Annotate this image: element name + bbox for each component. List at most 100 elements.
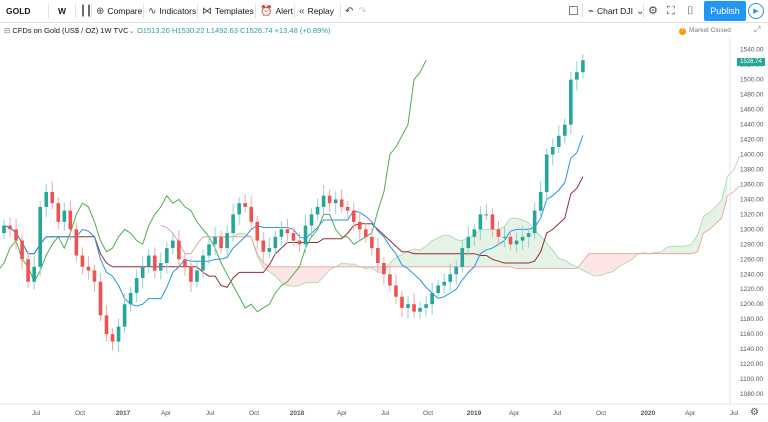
candle-body <box>80 255 85 267</box>
replay-button[interactable]: «Replay <box>299 0 334 22</box>
time-axis[interactable]: Jul Oct 2017 Apr Jul Oct 2018 Apr Jul Oct 2019 Apr J… <box>32 410 739 417</box>
time-tick-label: 2018 <box>290 410 305 417</box>
undo-icon: ↶ <box>345 6 354 17</box>
symbol-search[interactable]: GOLD <box>6 6 31 16</box>
candle-body <box>152 255 157 271</box>
candle-body <box>285 229 290 234</box>
candle-body <box>14 229 18 241</box>
candle-body <box>279 229 284 237</box>
market-status: ! Market Closed <box>679 25 731 37</box>
cloud-segment <box>450 235 457 267</box>
cloud-segment <box>323 266 330 278</box>
price-tick-label: 1440.00 <box>740 122 764 129</box>
cloud-segment <box>594 253 601 277</box>
alert-button[interactable]: ⏰ Alert <box>260 0 293 22</box>
gear-icon[interactable]: ⚙ <box>750 407 759 418</box>
replay-label: Replay <box>307 6 335 16</box>
candle-body <box>400 296 404 308</box>
cloud-segment <box>287 266 294 287</box>
cloud-segment <box>685 244 692 254</box>
candle-body <box>92 270 97 282</box>
toolbar-divider <box>643 4 644 18</box>
cloud-segment <box>679 246 686 254</box>
redo-button[interactable]: ↷ <box>358 0 369 22</box>
candle-body <box>478 214 483 230</box>
legend-title[interactable]: CFDs on Gold (US$ / OZ) <box>12 26 99 35</box>
candle-body <box>357 221 362 230</box>
price-tick-label: 1340.00 <box>740 196 764 203</box>
price-tick-label: 1500.00 <box>740 77 764 84</box>
toolbar-divider <box>255 4 256 18</box>
time-tick-label: Jul <box>32 410 41 417</box>
play-icon: ▶ <box>753 8 759 15</box>
candle-body <box>454 266 459 275</box>
settings-button[interactable]: ⚙ <box>648 0 661 22</box>
price-axis[interactable]: 1540.001520.001500.001480.001460.001440.… <box>740 47 764 398</box>
toolbar-divider <box>75 4 76 18</box>
fullscreen-button[interactable]: ⛶ <box>667 0 678 22</box>
cloud-segment <box>504 218 511 267</box>
chevron-down-icon[interactable]: ⌄ <box>128 26 135 35</box>
time-tick-label: Jul <box>381 410 390 417</box>
chart-name-button[interactable]: ⌁ Chart DJI ⌄ <box>588 0 647 22</box>
cloud-segment <box>558 258 565 269</box>
price-tick-label: 1100.00 <box>740 376 763 383</box>
indicators-button[interactable]: ∿ Indicators <box>148 0 196 22</box>
candle-body <box>110 334 115 342</box>
cloud-segment <box>269 266 276 277</box>
time-tick-label: Oct <box>75 410 85 417</box>
toolbar-divider <box>48 4 49 18</box>
templates-icon: ⋈ <box>202 6 212 17</box>
chevron-down-icon: ⌄ <box>635 6 645 17</box>
candle-body <box>86 266 91 271</box>
bar-style-button[interactable]: ┃┃ <box>80 0 95 22</box>
candle-body <box>231 214 235 234</box>
snapshot-button[interactable]: ⌷ <box>687 0 697 22</box>
candle-body <box>406 304 410 308</box>
candle-body <box>466 236 471 249</box>
ichimoku-cloud <box>160 176 728 287</box>
play-button[interactable]: ▶ <box>748 3 764 19</box>
time-tick-label: Oct <box>249 410 259 417</box>
price-tick-label: 1140.00 <box>740 346 763 353</box>
cloud-segment <box>721 176 728 219</box>
cloud-segment <box>420 246 427 267</box>
cloud-segment <box>311 266 318 283</box>
templates-button[interactable]: ⋈ Templates <box>202 0 254 22</box>
candle-body <box>116 326 121 342</box>
layout-button[interactable]: ☐ <box>568 0 582 22</box>
candle-body <box>249 206 254 222</box>
candle-body <box>484 214 489 216</box>
price-tick-label: 1220.00 <box>740 286 764 293</box>
cloud-segment <box>444 234 451 267</box>
cloud-segment <box>673 246 680 254</box>
time-tick-label: Oct <box>596 410 606 417</box>
candle-body <box>128 292 133 305</box>
cloud-segment <box>703 212 710 234</box>
fullscreen-icon: ⛶ <box>667 5 675 17</box>
interval-button[interactable]: W <box>58 6 67 16</box>
redo-icon: ↷ <box>358 6 367 17</box>
undo-button[interactable]: ↶ <box>345 0 356 22</box>
cloud-segment <box>667 246 674 254</box>
candle-body <box>140 266 145 278</box>
clock-icon: ! <box>679 28 686 35</box>
candle-body <box>273 236 278 249</box>
maximize-icon[interactable]: ⤢ <box>754 25 761 34</box>
indicators-icon: ∿ <box>148 6 157 17</box>
candle-body <box>225 233 229 249</box>
cloud-segment <box>607 253 614 274</box>
candle-body <box>104 315 109 335</box>
cloud-segment <box>480 229 487 267</box>
cloud-segment <box>709 206 716 230</box>
candle-body <box>195 270 199 282</box>
collapse-icon[interactable]: ⊟ <box>4 26 11 35</box>
compare-button[interactable]: ⊕ Compare <box>96 0 142 22</box>
legend-high: H1530.22 <box>171 26 205 35</box>
candle-body <box>291 233 296 241</box>
publish-button[interactable]: Publish <box>704 1 746 21</box>
candle-body <box>562 124 567 136</box>
time-tick-label: Jul <box>206 410 215 417</box>
cloud-icon: ⌁ <box>588 6 595 17</box>
